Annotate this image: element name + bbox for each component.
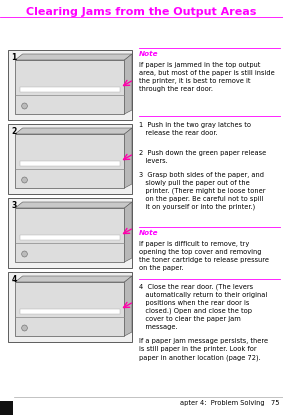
Bar	[8, 124, 132, 194]
Bar	[15, 208, 124, 262]
Text: 3  Grasp both sides of the paper, and
   slowly pull the paper out of the
   pri: 3 Grasp both sides of the paper, and slo…	[139, 172, 265, 210]
Polygon shape	[15, 276, 132, 282]
Circle shape	[22, 177, 27, 183]
Text: 3: 3	[11, 201, 16, 210]
Text: 2: 2	[11, 127, 16, 136]
Text: 4  Close the rear door. (The levers
   automatically return to their original
  : 4 Close the rear door. (The levers autom…	[139, 284, 267, 330]
Text: If paper is jammed in the top output
area, but most of the paper is still inside: If paper is jammed in the top output are…	[139, 62, 274, 92]
Bar	[15, 60, 124, 114]
Text: 1: 1	[11, 53, 16, 62]
Text: apter 4:  Problem Solving   75: apter 4: Problem Solving 75	[180, 400, 279, 406]
Bar	[20, 309, 120, 314]
Text: If paper is difficult to remove, try
opening the top cover and removing
the tone: If paper is difficult to remove, try ope…	[139, 241, 268, 271]
Bar	[8, 50, 132, 120]
Polygon shape	[124, 276, 132, 336]
Circle shape	[22, 251, 27, 257]
Polygon shape	[124, 202, 132, 262]
Circle shape	[22, 103, 27, 109]
Text: 2  Push down the green paper release
   levers.: 2 Push down the green paper release leve…	[139, 150, 266, 164]
Bar	[8, 272, 132, 342]
Polygon shape	[124, 128, 132, 188]
Bar	[15, 134, 124, 188]
Circle shape	[22, 325, 27, 331]
Bar	[20, 87, 120, 92]
Polygon shape	[124, 54, 132, 114]
Text: 4: 4	[11, 275, 16, 284]
Polygon shape	[15, 202, 132, 208]
Polygon shape	[15, 128, 132, 134]
Polygon shape	[15, 54, 132, 60]
Text: Note: Note	[139, 230, 158, 236]
Bar	[0, 401, 13, 415]
Text: Note: Note	[139, 51, 158, 57]
Bar	[20, 235, 120, 240]
Text: 1  Push in the two gray latches to
   release the rear door.: 1 Push in the two gray latches to releas…	[139, 122, 250, 136]
Bar	[8, 198, 132, 268]
Text: If a paper jam message persists, there
is still paper in the printer. Look for
p: If a paper jam message persists, there i…	[139, 338, 268, 361]
Bar	[15, 282, 124, 336]
Text: Clearing Jams from the Output Areas: Clearing Jams from the Output Areas	[26, 7, 256, 17]
Bar	[20, 161, 120, 166]
